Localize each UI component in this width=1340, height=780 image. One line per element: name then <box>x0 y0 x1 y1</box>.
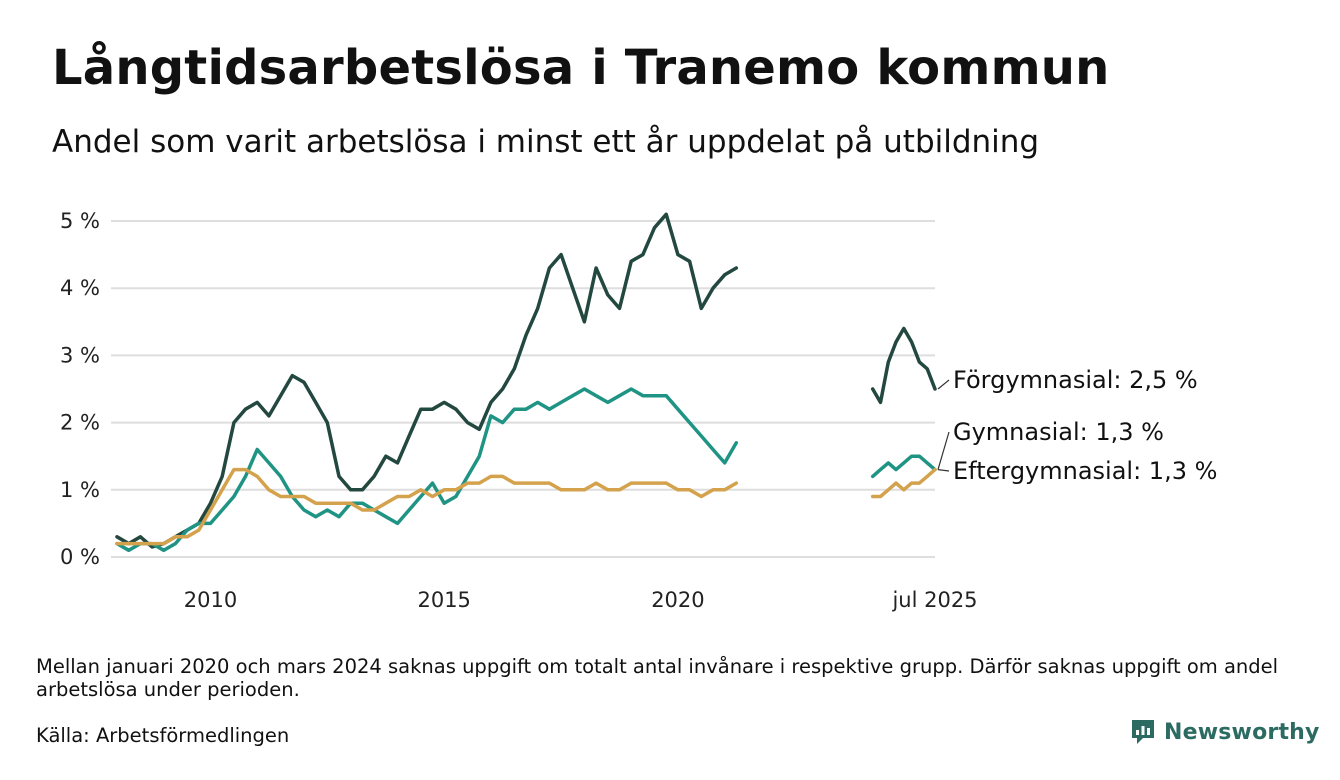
series-line-eftergymnasial <box>115 467 739 546</box>
series-lines <box>115 212 937 553</box>
label-leader-line <box>937 379 950 390</box>
y-axis-ticks: 0 % 1 % 2 % 3 % 4 % 5 % <box>60 209 100 569</box>
x-tick-label: jul 2025 <box>891 588 977 612</box>
series-line-gymnasial <box>115 387 739 553</box>
series-line-förgymnasial <box>115 212 739 549</box>
x-axis-ticks: 2010 2015 2020 jul 2025 <box>184 588 978 612</box>
end-label-eftergymnasial: Eftergymnasial: 1,3 % <box>953 457 1217 485</box>
end-label-förgymnasial: Förgymnasial: 2,5 % <box>953 366 1198 394</box>
x-tick-label: 2010 <box>184 588 237 612</box>
end-label-gymnasial: Gymnasial: 1,3 % <box>953 418 1164 446</box>
x-tick-label: 2015 <box>417 588 470 612</box>
y-tick-label: 2 % <box>60 411 100 435</box>
chart-title: Långtidsarbetslösa i Tranemo kommun <box>52 40 1110 96</box>
y-tick-label: 4 % <box>60 276 100 300</box>
end-labels: Förgymnasial: 2,5 % Gymnasial: 1,3 % Efter… <box>937 366 1217 485</box>
series-line-eftergymnasial <box>870 467 937 499</box>
y-tick-label: 0 % <box>60 545 100 569</box>
chart-subtitle: Andel som varit arbetslösa i minst ett å… <box>52 124 1040 160</box>
line-chart: 0 %1 %2 %3 %4 %5 % 2010 2015 2020 jul 2025 … <box>60 209 1217 612</box>
brand-logo[interactable]: Newsworthy <box>1130 718 1320 746</box>
series-line-gymnasial <box>870 454 937 479</box>
gridlines <box>111 220 935 558</box>
brand-name: Newsworthy <box>1164 719 1320 745</box>
source-note: Källa: Arbetsförmedlingen <box>36 724 290 747</box>
label-leader-line <box>937 469 950 472</box>
y-tick-label: 5 % <box>60 209 100 233</box>
series-line-förgymnasial <box>870 326 937 405</box>
newsworthy-logo-icon <box>1132 720 1154 744</box>
y-tick-label: 3 % <box>60 343 100 367</box>
footnote: Mellan januari 2020 och mars 2024 saknas… <box>36 655 1279 701</box>
y-tick-label: 1 % <box>60 478 100 502</box>
label-leader-line <box>937 431 950 470</box>
x-tick-label: 2020 <box>651 588 704 612</box>
